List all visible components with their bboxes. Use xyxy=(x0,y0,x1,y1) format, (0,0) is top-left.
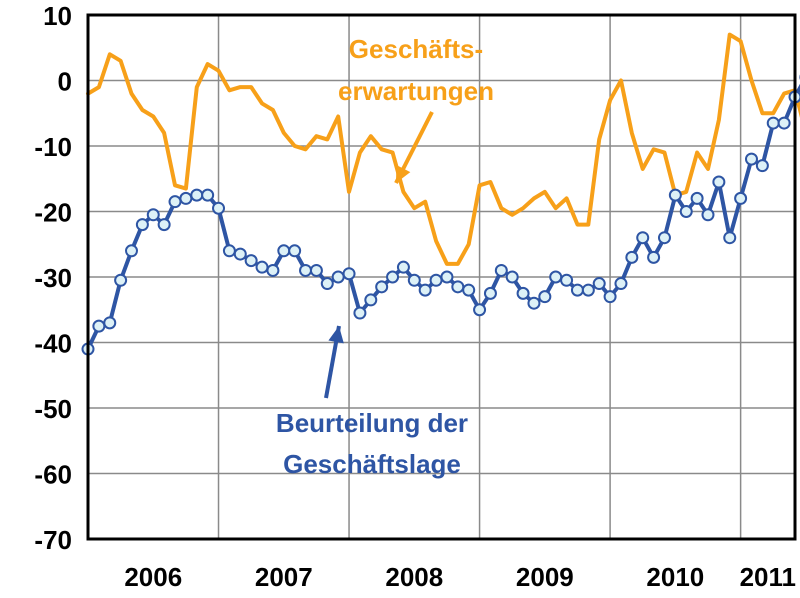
series-layer xyxy=(81,32,800,356)
x-tick-label: 2006 xyxy=(124,562,182,592)
data-point-lage xyxy=(777,116,791,130)
data-point-lage xyxy=(636,231,650,245)
data-point-lage xyxy=(255,260,269,274)
data-point-lage xyxy=(560,273,574,287)
data-point-lage xyxy=(190,188,204,202)
data-point-lage xyxy=(277,244,291,258)
data-point-lage xyxy=(527,296,541,310)
arrow-erwartungen-head xyxy=(396,165,411,183)
data-point-lage xyxy=(451,280,465,294)
data-point-lage xyxy=(429,273,443,287)
label-erwartungen-line2: erwartungen xyxy=(338,76,494,106)
data-point-lage xyxy=(712,175,726,189)
data-point-lage xyxy=(92,319,106,333)
data-point-lage xyxy=(168,195,182,209)
data-point-lage xyxy=(396,260,410,274)
data-point-lage xyxy=(353,306,367,320)
data-point-lage xyxy=(146,208,160,222)
data-point-lage xyxy=(679,205,693,218)
label-lage-line1: Beurteilung der xyxy=(276,408,468,438)
data-point-lage xyxy=(744,152,758,166)
annotation-arrows xyxy=(324,111,434,399)
data-point-lage xyxy=(592,277,606,291)
data-point-lage xyxy=(483,286,497,300)
label-lage-line2: Geschäftslage xyxy=(283,449,461,479)
arrow-lage-head xyxy=(328,326,344,344)
data-point-lage xyxy=(201,188,215,202)
y-axis-tick-labels: 10 0 -10 -20 -30 -40 -50 -60 -70 xyxy=(34,1,72,555)
data-point-lage xyxy=(407,273,421,287)
data-point-lage xyxy=(570,283,584,297)
data-point-lage xyxy=(222,244,236,258)
data-point-lage xyxy=(179,191,193,205)
data-point-lage xyxy=(723,231,737,245)
y-tick-label: -40 xyxy=(34,329,72,359)
data-point-lage xyxy=(266,263,280,277)
x-tick-label: 2009 xyxy=(516,562,574,592)
data-point-lage xyxy=(125,244,139,258)
data-point-lage xyxy=(701,208,715,222)
x-tick-label: 2011 xyxy=(740,562,796,592)
data-point-lage xyxy=(309,263,323,277)
data-point-lage xyxy=(668,188,682,202)
data-point-lage xyxy=(755,159,769,173)
data-point-lage xyxy=(233,247,247,261)
data-point-lage xyxy=(364,293,378,307)
data-point-lage xyxy=(157,218,171,232)
data-point-lage xyxy=(375,280,389,294)
data-point-lage xyxy=(418,283,432,297)
data-point-lage xyxy=(288,244,302,258)
data-point-lage xyxy=(766,116,780,130)
data-point-lage xyxy=(320,277,334,291)
data-point-lage xyxy=(516,286,530,300)
data-point-lage xyxy=(603,290,617,304)
plot-frame xyxy=(86,13,797,541)
label-erwartungen-line1: Geschäfts- xyxy=(349,34,483,64)
x-tick-label: 2010 xyxy=(646,562,704,592)
y-tick-label: -30 xyxy=(34,263,72,293)
y-tick-label: -20 xyxy=(34,198,72,228)
x-tick-label: 2008 xyxy=(385,562,443,592)
data-point-lage xyxy=(244,254,258,268)
data-point-lage xyxy=(494,263,508,277)
data-point-lage xyxy=(135,218,149,232)
data-point-lage xyxy=(342,267,356,281)
data-point-lage xyxy=(549,270,563,284)
data-point-lage xyxy=(440,270,454,284)
data-point-lage xyxy=(625,250,639,264)
x-axis-tick-labels: 2006 2007 2008 2009 2010 2011 xyxy=(124,562,796,592)
data-point-lage xyxy=(581,283,595,297)
y-tick-label: 10 xyxy=(43,1,72,31)
data-point-lage xyxy=(647,250,661,264)
y-tick-label: -60 xyxy=(34,460,72,490)
series-line-erwartungen xyxy=(86,32,800,266)
data-point-lage xyxy=(212,201,226,215)
y-tick-label: -50 xyxy=(34,394,72,424)
data-point-lage xyxy=(657,231,671,245)
data-point-lage xyxy=(614,277,628,291)
data-point-lage xyxy=(505,270,519,284)
x-tick-label: 2007 xyxy=(255,562,313,592)
y-tick-label: -10 xyxy=(34,132,72,162)
data-point-lage xyxy=(690,191,704,205)
data-point-lage xyxy=(734,191,748,205)
y-tick-label: -70 xyxy=(34,525,72,555)
data-point-lage xyxy=(299,263,313,277)
data-point-lage xyxy=(386,270,400,284)
data-point-lage xyxy=(103,316,117,330)
data-point-lage xyxy=(538,290,552,304)
y-tick-label: 0 xyxy=(58,67,72,97)
data-point-lage xyxy=(114,273,128,287)
data-point-lage xyxy=(331,270,345,284)
data-point-lage xyxy=(473,303,487,317)
data-point-lage xyxy=(462,283,476,297)
